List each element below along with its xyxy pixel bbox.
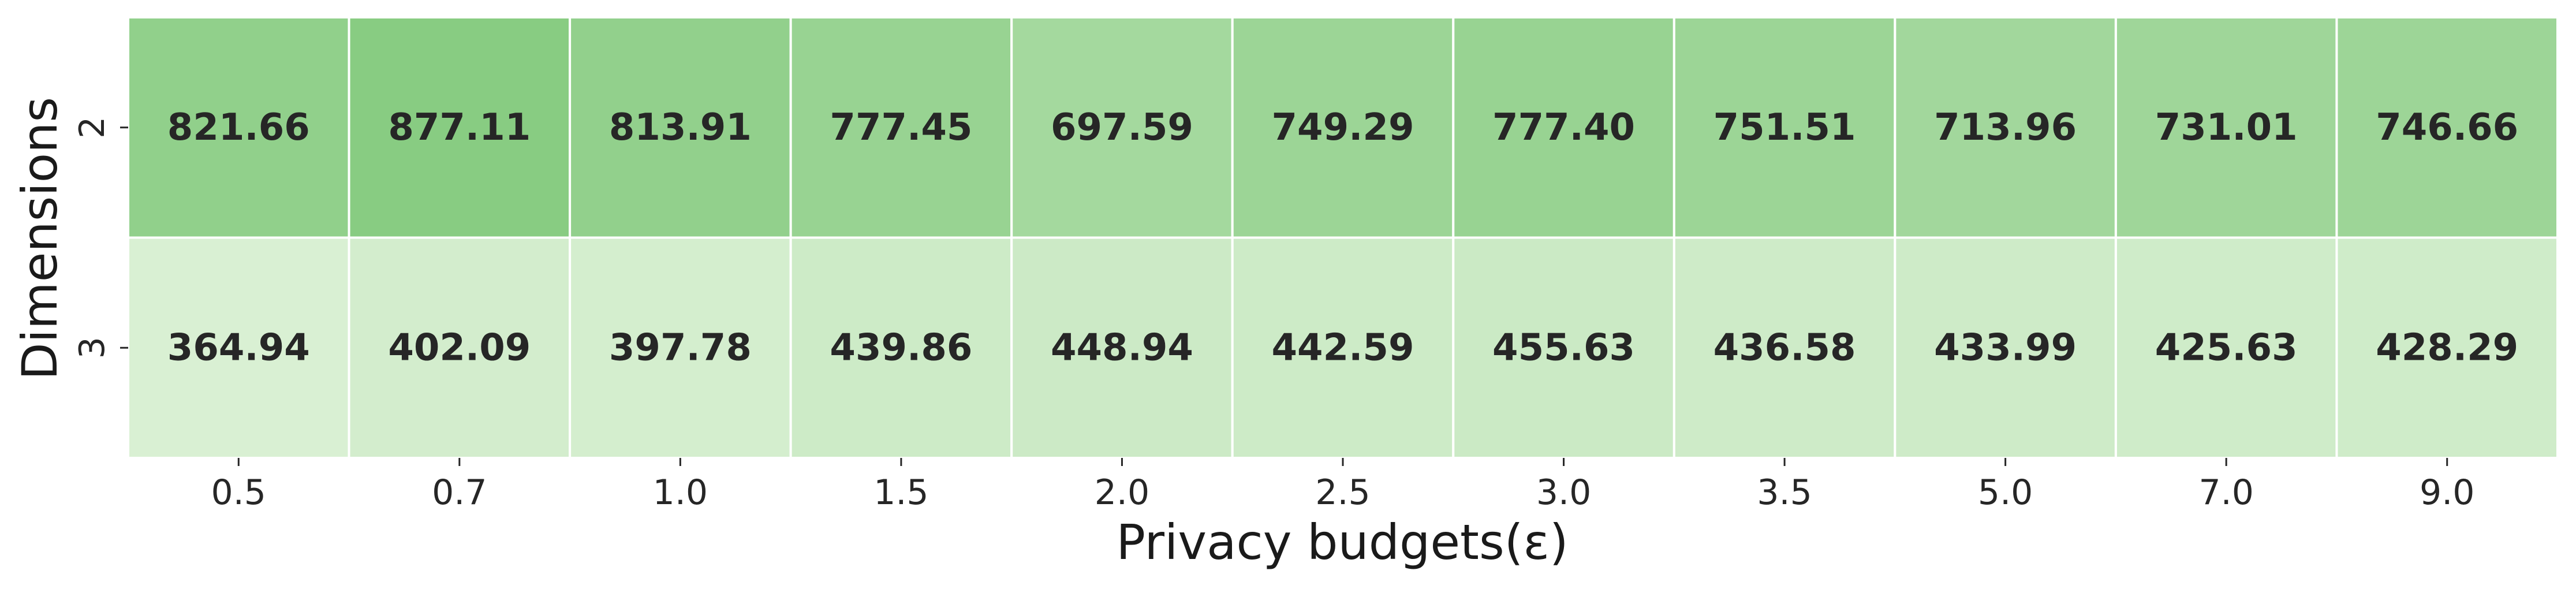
heatmap-cell <box>1672 16 1896 239</box>
heatmap-cell <box>2335 16 2559 239</box>
x-tick-label: 2.5 <box>1315 472 1370 513</box>
cell-value-label: 813.91 <box>609 106 752 149</box>
y-axis-ticks: 23 <box>72 117 128 359</box>
heatmap-cell <box>2335 236 2559 459</box>
y-axis-label: Dimensions <box>12 97 68 380</box>
x-tick-label: 3.0 <box>1536 472 1591 513</box>
cell-value-label: 731.01 <box>2155 106 2298 149</box>
heatmap-cell <box>789 16 1013 239</box>
heatmap-cell <box>1452 236 1675 459</box>
heatmap-cell <box>1231 236 1455 459</box>
heatmap-cell <box>127 236 350 459</box>
x-tick-label: 0.5 <box>211 472 266 513</box>
cell-value-label: 749.29 <box>1272 106 1414 149</box>
heatmap-cell <box>1672 236 1896 459</box>
x-tick-label: 7.0 <box>2198 472 2253 513</box>
heatmap-cell <box>1010 236 1234 459</box>
x-tick-label: 9.0 <box>2420 472 2474 513</box>
cell-value-label: 402.09 <box>388 326 531 369</box>
heatmap-cell <box>789 236 1013 459</box>
heatmap-cell <box>1010 16 1234 239</box>
heatmap-cell <box>2114 236 2338 459</box>
x-tick-label: 2.0 <box>1095 472 1149 513</box>
cell-value-label: 364.94 <box>167 326 310 369</box>
heatmap-cell <box>127 16 350 239</box>
cell-value-label: 436.58 <box>1713 326 1856 369</box>
x-axis-ticks: 0.5 0.7 1.0 1.5 2.0 2.5 3.0 3.5 5.0 7.0 9.0 <box>211 458 2474 513</box>
heatmap-cell <box>348 236 572 459</box>
cell-value-labels: 821.66 877.11 813.91 777.45 697.59 749.29 777.… <box>167 106 2518 370</box>
y-tick-label: 2 <box>72 117 113 139</box>
cell-value-label: 877.11 <box>388 106 531 149</box>
heatmap-cell <box>1231 16 1455 239</box>
x-tick-label: 5.0 <box>1978 472 2033 513</box>
x-axis-label: Privacy budgets(ε) <box>1116 514 1568 571</box>
cell-value-label: 439.86 <box>830 326 972 369</box>
x-tick-label: 3.5 <box>1757 472 1812 513</box>
x-tick-label: 0.7 <box>432 472 487 513</box>
cell-value-label: 425.63 <box>2155 326 2298 369</box>
cell-value-label: 448.94 <box>1051 326 1193 369</box>
cell-value-label: 821.66 <box>167 106 310 149</box>
heatmap-cell <box>569 16 792 239</box>
cell-value-label: 397.78 <box>609 326 752 369</box>
y-tick-label: 3 <box>72 337 113 359</box>
x-tick-label: 1.0 <box>653 472 708 513</box>
cell-value-label: 455.63 <box>1492 326 1635 369</box>
cell-value-label: 777.45 <box>830 106 972 149</box>
cell-value-label: 777.40 <box>1492 106 1635 149</box>
cell-value-label: 713.96 <box>1934 106 2077 149</box>
heatmap-cells <box>127 16 2559 459</box>
cell-value-label: 442.59 <box>1272 326 1414 369</box>
cell-value-label: 697.59 <box>1051 106 1193 149</box>
cell-value-label: 433.99 <box>1934 326 2077 369</box>
heatmap-cell <box>348 16 572 239</box>
heatmap-cell <box>1894 236 2117 459</box>
heatmap-cell <box>569 236 792 459</box>
cell-value-label: 746.66 <box>2376 106 2518 149</box>
cell-value-label: 751.51 <box>1713 106 1856 149</box>
heatmap-cell <box>2114 16 2338 239</box>
x-tick-label: 1.5 <box>873 472 928 513</box>
cell-value-label: 428.29 <box>2376 326 2518 369</box>
